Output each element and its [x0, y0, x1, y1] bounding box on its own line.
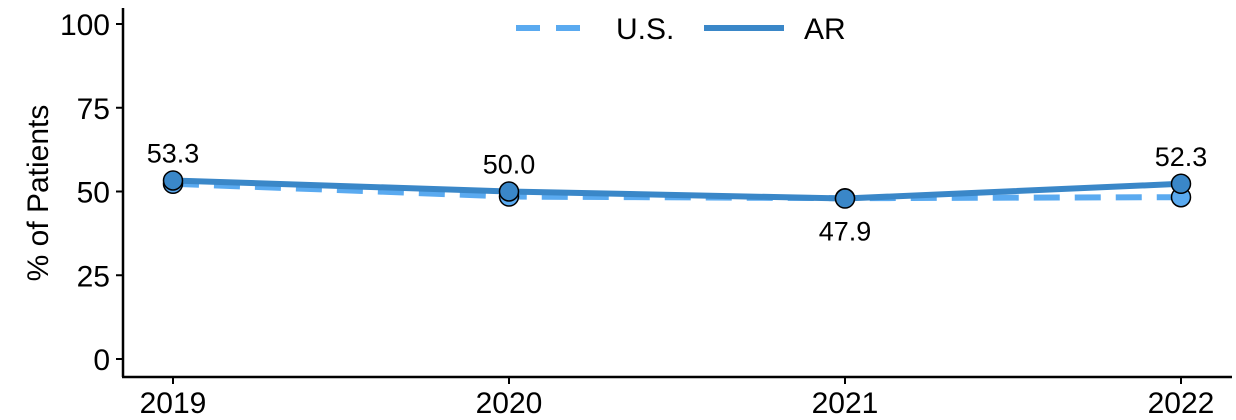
- legend: U.S. AR: [516, 13, 846, 46]
- y-tick-label: 50: [77, 177, 110, 210]
- data-label: 50.0: [483, 150, 536, 180]
- series-line-ar: [172, 177, 1182, 202]
- data-label: 52.3: [1155, 142, 1208, 172]
- x-ticks: 2019 2020 2021 2022: [140, 377, 1215, 420]
- x-tick-label: 2022: [1148, 387, 1215, 420]
- data-labels: 53.3 50.0 47.9 52.3: [147, 138, 1208, 246]
- x-tick-label: 2019: [140, 387, 207, 420]
- y-ticks: 0 25 50 75 100: [60, 9, 123, 377]
- series-points: [162, 170, 1192, 209]
- data-point: [834, 188, 856, 209]
- legend-label: U.S.: [616, 13, 674, 46]
- y-tick-label: 100: [60, 9, 110, 42]
- x-tick-label: 2020: [476, 387, 543, 420]
- data-point: [1170, 173, 1192, 195]
- x-tick-label: 2021: [812, 387, 879, 420]
- series-lines: [172, 177, 1182, 202]
- y-axis-title: % of Patients: [22, 105, 55, 282]
- y-tick-label: 25: [77, 260, 110, 293]
- legend-label: AR: [804, 13, 846, 46]
- data-label: 53.3: [147, 138, 200, 168]
- data-point: [162, 170, 184, 191]
- data-label: 47.9: [819, 217, 872, 247]
- data-point: [498, 181, 520, 202]
- y-tick-label: 75: [77, 93, 110, 126]
- y-tick-label: 0: [93, 344, 110, 377]
